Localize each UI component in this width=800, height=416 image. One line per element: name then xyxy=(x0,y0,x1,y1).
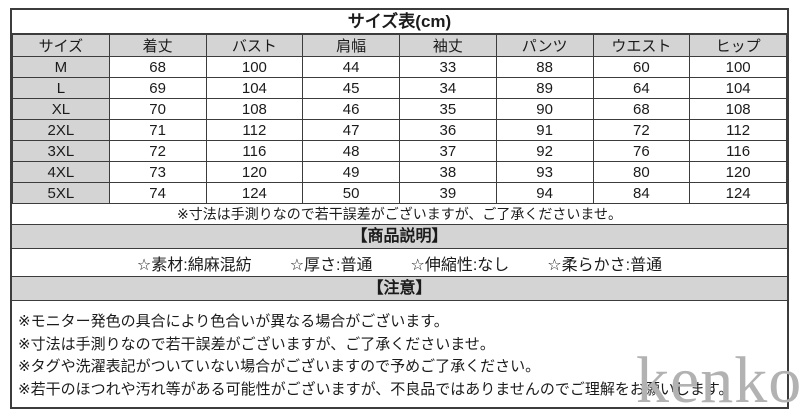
measurement-cell: 37 xyxy=(399,140,497,162)
header-row: サイズ 着丈 バスト 肩幅 袖丈 パンツ ウエスト ヒップ xyxy=(12,34,787,57)
measurement-cell: 46 xyxy=(302,98,400,120)
measurement-cell: 73 xyxy=(108,161,207,183)
size-table: サイズ 着丈 バスト 肩幅 袖丈 パンツ ウエスト ヒップ M 68 100 44 33 88 60 100… xyxy=(12,34,787,204)
measurement-cell: 49 xyxy=(302,161,400,183)
column-header: ヒップ xyxy=(689,34,787,57)
table-row: M 68 100 44 33 88 60 100 xyxy=(12,56,787,78)
measurement-cell: 100 xyxy=(205,56,304,78)
column-header: サイズ xyxy=(12,34,110,57)
column-header: ウエスト xyxy=(592,34,691,57)
measurement-cell: 104 xyxy=(205,77,304,99)
size-label: L xyxy=(12,77,110,99)
measurement-cell: 38 xyxy=(399,161,497,183)
measurement-cell: 116 xyxy=(689,140,787,162)
product-attributes-row: ☆素材:綿麻混紡 ☆厚さ:普通 ☆伸縮性:なし ☆柔らかさ:普通 xyxy=(12,249,787,277)
size-chart-sheet: サイズ表(cm) サイズ 着丈 バスト 肩幅 袖丈 パンツ ウエスト ヒップ M 68 100 44… xyxy=(10,8,789,409)
measurement-cell: 80 xyxy=(592,161,691,183)
measurement-note: ※寸法は手測りなので若干誤差がございますが、ご了承くださいませ。 xyxy=(12,204,787,225)
measurement-cell: 84 xyxy=(592,182,691,204)
column-header: パンツ xyxy=(495,34,594,57)
product-attribute: ☆柔らかさ:普通 xyxy=(547,256,663,274)
caution-note-line: ※タグや洗濯表記がついていない場合がございますので予めご了承ください。 xyxy=(18,358,541,375)
measurement-cell: 35 xyxy=(399,98,497,120)
column-header: 肩幅 xyxy=(302,34,400,57)
measurement-cell: 120 xyxy=(689,161,787,183)
measurement-cell: 39 xyxy=(399,182,497,204)
measurement-cell: 71 xyxy=(108,119,207,141)
measurement-cell: 108 xyxy=(205,98,304,120)
measurement-cell: 48 xyxy=(302,140,400,162)
table-row: XL 70 108 46 35 90 68 108 xyxy=(12,98,787,120)
product-attribute: ☆厚さ:普通 xyxy=(289,256,373,274)
measurement-cell: 68 xyxy=(592,98,691,120)
size-label: 2XL xyxy=(12,119,110,141)
measurement-cell: 91 xyxy=(495,119,594,141)
page-title: サイズ表(cm) xyxy=(12,10,787,34)
table-row: 5XL 74 124 50 39 94 84 124 xyxy=(12,182,787,204)
measurement-cell: 69 xyxy=(108,77,207,99)
measurement-cell: 94 xyxy=(495,182,594,204)
measurement-cell: 72 xyxy=(592,119,691,141)
size-label: 5XL xyxy=(12,182,110,204)
size-table-body: M 68 100 44 33 88 60 100 L 69 104 45 34 89 64 104 XL 70 10… xyxy=(12,56,787,204)
measurement-cell: 44 xyxy=(302,56,400,78)
size-label: M xyxy=(12,56,110,78)
table-row: 3XL 72 116 48 37 92 76 116 xyxy=(12,140,787,162)
measurement-cell: 92 xyxy=(495,140,594,162)
measurement-cell: 68 xyxy=(108,56,207,78)
column-header: 袖丈 xyxy=(399,34,497,57)
measurement-cell: 108 xyxy=(689,98,787,120)
measurement-cell: 47 xyxy=(302,119,400,141)
measurement-cell: 74 xyxy=(108,182,207,204)
measurement-cell: 93 xyxy=(495,161,594,183)
measurement-cell: 33 xyxy=(399,56,497,78)
size-label: 3XL xyxy=(12,140,110,162)
measurement-cell: 124 xyxy=(205,182,304,204)
size-label: 4XL xyxy=(12,161,110,183)
measurement-cell: 76 xyxy=(592,140,691,162)
measurement-cell: 112 xyxy=(689,119,787,141)
caution-section-header: 【注意】 xyxy=(12,277,787,301)
measurement-cell: 104 xyxy=(689,77,787,99)
measurement-cell: 64 xyxy=(592,77,691,99)
measurement-cell: 88 xyxy=(495,56,594,78)
measurement-cell: 36 xyxy=(399,119,497,141)
measurement-cell: 72 xyxy=(108,140,207,162)
caution-note-line: ※寸法は手測りなので若干誤差がございますが、ご了承くださいませ。 xyxy=(18,335,495,353)
measurement-cell: 70 xyxy=(108,98,207,120)
measurement-cell: 34 xyxy=(399,77,497,99)
measurement-cell: 60 xyxy=(592,56,691,78)
measurement-cell: 120 xyxy=(205,161,304,183)
measurement-cell: 50 xyxy=(302,182,400,204)
measurement-cell: 89 xyxy=(495,77,594,99)
column-header: バスト xyxy=(205,34,304,57)
table-row: L 69 104 45 34 89 64 104 xyxy=(12,77,787,99)
measurement-cell: 112 xyxy=(205,119,304,141)
table-row: 4XL 73 120 49 38 93 80 120 xyxy=(12,161,787,183)
caution-note-line: ※モニター発色の具合により色合いが異なる場合がございます。 xyxy=(18,313,449,330)
measurement-cell: 45 xyxy=(302,77,400,99)
product-attribute: ☆素材:綿麻混紡 xyxy=(136,256,252,274)
size-table-header: サイズ 着丈 バスト 肩幅 袖丈 パンツ ウエスト ヒップ xyxy=(12,34,787,57)
column-header: 着丈 xyxy=(108,34,207,57)
measurement-cell: 100 xyxy=(689,56,787,78)
table-row: 2XL 71 112 47 36 91 72 112 xyxy=(12,119,787,141)
measurement-cell: 124 xyxy=(689,182,787,204)
size-label: XL xyxy=(12,98,110,120)
caution-notes-block: ※モニター発色の具合により色合いが異なる場合がございます。 ※寸法は手測りなので若… xyxy=(12,301,787,407)
description-section-header: 【商品説明】 xyxy=(12,225,787,249)
measurement-cell: 90 xyxy=(495,98,594,120)
caution-note-line: ※若干のほつれや汚れ等がある可能性がございますが、不良品ではありませんのでご理解… xyxy=(18,380,734,398)
measurement-cell: 116 xyxy=(205,140,304,162)
product-attribute: ☆伸縮性:なし xyxy=(410,256,510,274)
